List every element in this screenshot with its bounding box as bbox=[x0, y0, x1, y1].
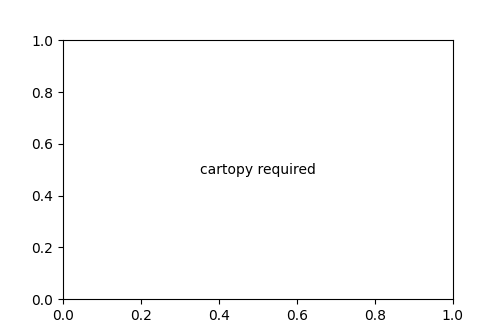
Text: cartopy required: cartopy required bbox=[200, 163, 316, 177]
